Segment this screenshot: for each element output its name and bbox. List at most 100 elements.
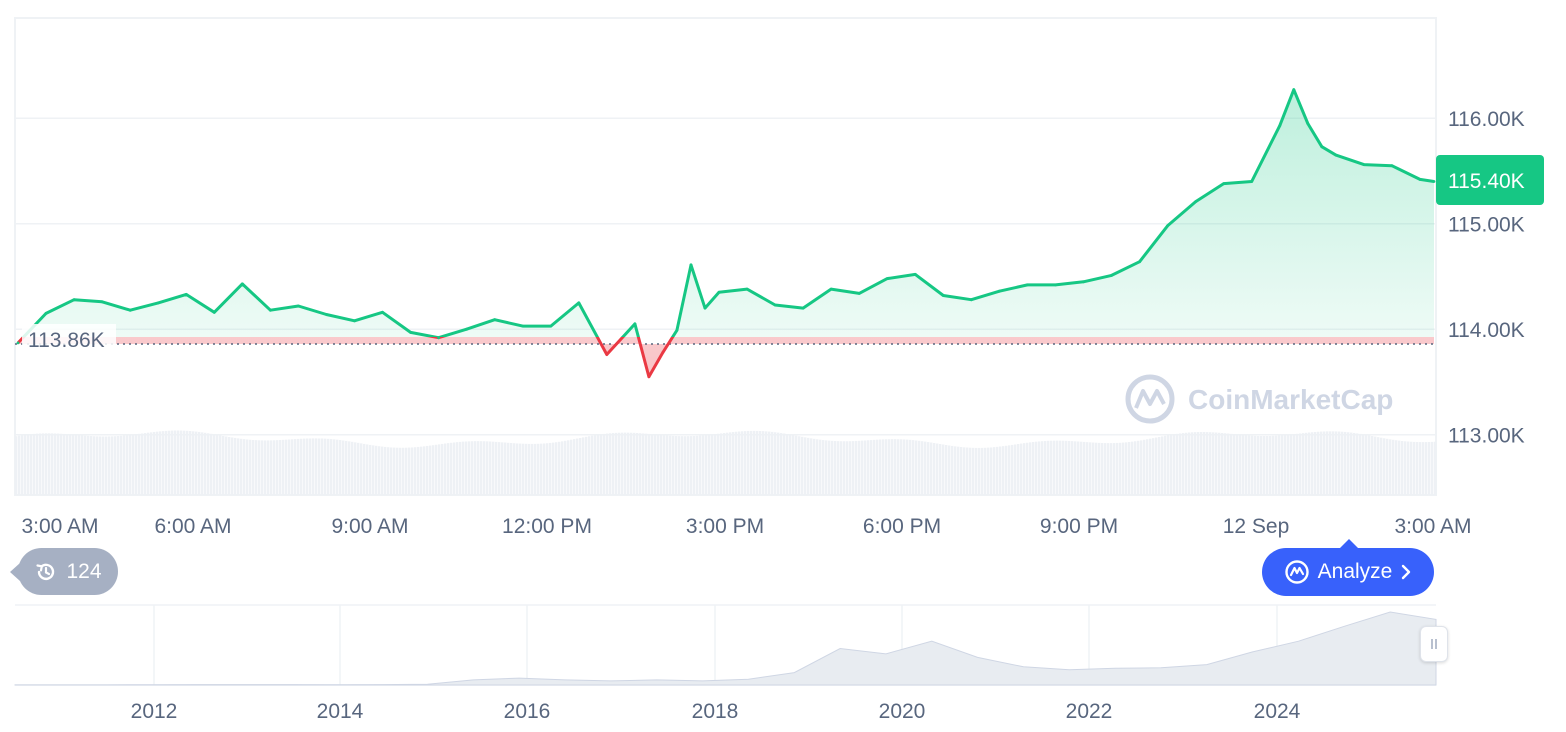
volume-bar xyxy=(1281,435,1284,495)
volume-bar xyxy=(393,447,396,495)
price-point xyxy=(745,287,749,291)
volume-bar xyxy=(648,433,651,495)
volume-bar xyxy=(1338,431,1341,495)
volume-bar xyxy=(360,443,363,495)
volume-bar xyxy=(546,443,549,495)
volume-bar xyxy=(525,443,528,495)
volume-bar xyxy=(240,438,243,495)
volume-bar xyxy=(75,434,78,495)
volume-bar xyxy=(1389,439,1392,495)
price-point xyxy=(128,308,132,312)
volume-bar xyxy=(729,432,732,495)
volume-bar xyxy=(948,445,951,495)
volume-bar xyxy=(363,443,366,495)
volume-bar xyxy=(486,441,489,495)
price-point xyxy=(1432,180,1436,183)
volume-bar xyxy=(45,433,48,495)
volume-bar xyxy=(312,438,315,495)
volume-bar xyxy=(990,447,993,495)
price-point xyxy=(465,327,468,331)
volume-bar xyxy=(792,435,795,495)
watermark: CoinMarketCap xyxy=(1125,374,1393,424)
volume-bar xyxy=(87,435,90,495)
volume-bar xyxy=(1263,436,1266,495)
range-drag-handle[interactable] xyxy=(1420,626,1448,662)
volume-bar xyxy=(1128,442,1131,495)
overview-year-label: 2018 xyxy=(692,700,739,723)
volume-bar xyxy=(984,447,987,495)
volume-bar xyxy=(1299,433,1302,495)
overview-year-label: 2020 xyxy=(879,700,926,723)
volume-bar xyxy=(1080,441,1083,495)
volume-bar xyxy=(522,443,525,495)
volume-bar xyxy=(849,441,852,495)
volume-bar xyxy=(123,435,126,495)
volume-bar xyxy=(1107,443,1110,495)
volume-bar xyxy=(717,433,720,495)
volume-bar xyxy=(444,443,447,495)
volume-bar xyxy=(714,434,717,495)
volume-bars xyxy=(15,430,1437,495)
volume-bar xyxy=(852,441,855,495)
volume-bar xyxy=(1335,431,1338,495)
volume-bar xyxy=(246,439,249,495)
volume-bar xyxy=(1284,435,1287,495)
volume-bar xyxy=(216,434,219,495)
volume-bar xyxy=(1293,434,1296,495)
volume-bar xyxy=(1239,434,1242,495)
volume-bar xyxy=(69,434,72,495)
volume-bar xyxy=(1011,444,1014,495)
volume-bar xyxy=(1032,442,1035,495)
volume-bar xyxy=(528,443,531,495)
plot-area-border xyxy=(14,17,1437,496)
volume-bar xyxy=(654,434,657,495)
price-point xyxy=(100,300,104,304)
volume-bar xyxy=(1170,434,1173,495)
volume-bar xyxy=(855,440,858,495)
volume-bar xyxy=(909,439,912,495)
volume-bar xyxy=(705,435,708,495)
volume-bar xyxy=(930,442,933,495)
volume-bar xyxy=(807,437,810,495)
volume-bar xyxy=(63,433,66,495)
volume-bar xyxy=(162,431,165,495)
volume-bar xyxy=(1410,441,1413,495)
price-point xyxy=(212,310,216,314)
price-point xyxy=(1334,153,1338,157)
volume-bar xyxy=(786,434,789,495)
analyze-icon xyxy=(1284,560,1309,584)
volume-bar xyxy=(561,441,564,495)
history-badge[interactable]: 124 xyxy=(10,548,118,595)
x-tick-label: 3:00 AM xyxy=(1394,515,1471,538)
volume-bar xyxy=(678,436,681,495)
volume-bar xyxy=(258,440,261,495)
volume-bar xyxy=(537,443,540,495)
volume-bar xyxy=(693,435,696,495)
volume-bar xyxy=(882,439,885,495)
volume-bar xyxy=(135,434,138,495)
volume-bar xyxy=(1278,435,1281,495)
volume-bar xyxy=(774,432,777,495)
analyze-button[interactable]: Analyze xyxy=(1262,539,1434,596)
volume-bar xyxy=(141,433,144,495)
volume-bar xyxy=(1014,444,1017,495)
volume-bar xyxy=(1350,432,1353,495)
volume-bar xyxy=(336,439,339,495)
price-point xyxy=(717,290,721,294)
volume-bar xyxy=(681,436,684,495)
volume-bar xyxy=(1206,432,1209,495)
volume-bar xyxy=(1119,442,1122,495)
volume-bar xyxy=(789,434,792,495)
drag-handle-icon xyxy=(1431,639,1437,649)
volume-bar xyxy=(453,442,456,495)
price-point xyxy=(689,263,693,267)
volume-bar xyxy=(1023,443,1026,495)
volume-bar xyxy=(534,443,537,495)
volume-bar xyxy=(222,435,225,495)
price-point xyxy=(269,308,272,312)
price-point xyxy=(44,312,48,315)
main-price-chart[interactable]: CoinMarketCap 113.86K 113.00K 114.00K 115.… xyxy=(0,0,1566,545)
price-point xyxy=(1278,124,1282,127)
overview-chart[interactable]: 2012 2014 2016 2018 2020 2022 2024 xyxy=(0,596,1566,732)
volume-bar xyxy=(765,431,768,495)
